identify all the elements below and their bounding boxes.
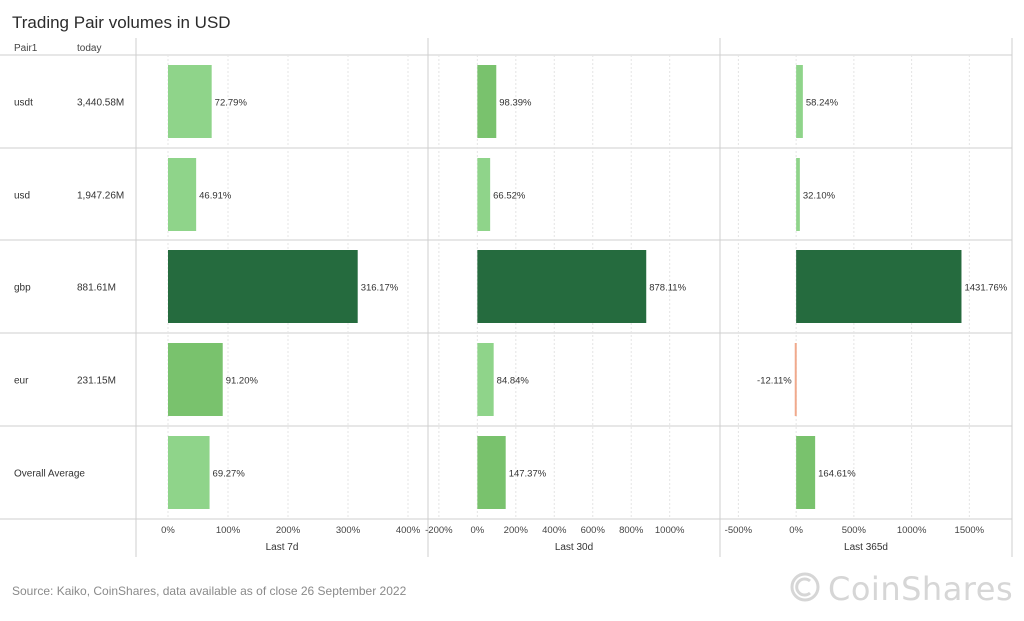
bar <box>477 250 647 323</box>
row-pair-label: gbp <box>14 283 31 294</box>
bar <box>796 65 803 138</box>
x-tick-label: 500% <box>842 525 867 536</box>
bar-value-label: 69.27% <box>213 469 246 480</box>
brand-logo: CoinShares <box>790 566 1020 610</box>
x-tick-label: 400% <box>542 525 567 536</box>
x-tick-label: 600% <box>581 525 606 536</box>
x-tick-label: 800% <box>619 525 644 536</box>
x-tick-label: 300% <box>336 525 361 536</box>
bar <box>796 158 800 231</box>
x-axis-label: Last 30d <box>555 542 593 553</box>
bar-value-label: 147.37% <box>509 469 547 480</box>
bar <box>794 343 797 416</box>
x-tick-label: -200% <box>425 525 453 536</box>
row-today-value: 231.15M <box>77 376 116 387</box>
header-today-label: today <box>77 43 101 54</box>
x-tick-label: 100% <box>216 525 241 536</box>
bar-value-label: 46.91% <box>199 191 232 202</box>
bar-value-label: -12.11% <box>757 376 792 387</box>
bar <box>477 65 497 138</box>
header-pair-label: Pair1 <box>14 43 38 54</box>
bar-value-label: 878.11% <box>649 283 686 294</box>
x-axis-label: Last 365d <box>844 542 888 553</box>
bar <box>168 158 197 231</box>
x-tick-label: 400% <box>396 525 421 536</box>
bar-value-label: 66.52% <box>493 191 526 202</box>
x-tick-label: 0% <box>789 525 803 536</box>
bar-value-label: 84.84% <box>497 376 530 387</box>
bar <box>477 343 494 416</box>
row-today-value: 1,947.26M <box>77 191 124 202</box>
bar-value-label: 316.17% <box>361 283 399 294</box>
chart-title: Trading Pair volumes in USD <box>12 13 231 32</box>
source-note: Source: Kaiko, CoinShares, data availabl… <box>12 584 407 598</box>
bar-value-label: 98.39% <box>499 98 532 109</box>
bar <box>796 250 962 323</box>
bar <box>477 158 491 231</box>
bar-value-label: 32.10% <box>803 191 836 202</box>
coinshares-logo-icon <box>790 572 820 602</box>
row-pair-label: Overall Average <box>14 469 85 480</box>
bar-value-label: 1431.76% <box>964 283 1007 294</box>
row-today-value: 881.61M <box>77 283 116 294</box>
row-pair-label: usdt <box>14 98 33 109</box>
bar-value-label: 58.24% <box>806 98 839 109</box>
bar <box>796 436 816 509</box>
row-pair-label: usd <box>14 191 30 202</box>
bar <box>168 250 358 323</box>
bar <box>477 436 506 509</box>
x-tick-label: 1000% <box>655 525 685 536</box>
x-tick-label: 0% <box>161 525 175 536</box>
x-tick-label: 200% <box>276 525 301 536</box>
row-pair-label: eur <box>14 376 29 387</box>
x-axis-label: Last 7d <box>266 542 299 553</box>
row-today-value: 3,440.58M <box>77 98 124 109</box>
bar-value-label: 91.20% <box>226 376 259 387</box>
x-tick-label: 1000% <box>897 525 927 536</box>
bar-value-label: 164.61% <box>818 469 856 480</box>
bar <box>168 343 223 416</box>
x-tick-label: 200% <box>504 525 529 536</box>
brand-name: CoinShares <box>828 570 1014 608</box>
x-tick-label: 0% <box>470 525 484 536</box>
x-tick-label: 1500% <box>955 525 985 536</box>
bar <box>168 65 212 138</box>
x-tick-label: -500% <box>725 525 753 536</box>
bar <box>168 436 210 509</box>
bar-value-label: 72.79% <box>215 98 248 109</box>
